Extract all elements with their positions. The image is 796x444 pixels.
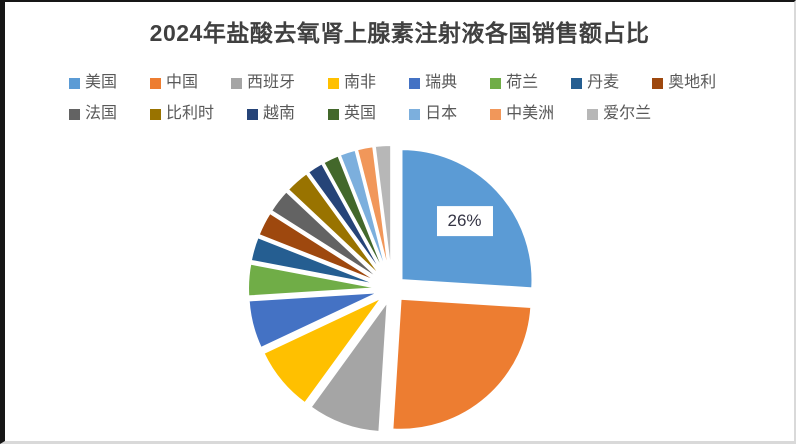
legend-item-austria[interactable]: 奥地利	[652, 73, 716, 93]
legend-item-usa[interactable]: 美国	[69, 73, 117, 93]
legend-label: 西班牙	[247, 74, 296, 91]
chart-title: 2024年盐酸去氧肾上腺素注射液各国销售额占比	[149, 20, 650, 46]
legend-row: 美国 中国 西班牙 南非 瑞典 荷兰 丹麦 奥地利	[69, 73, 759, 93]
pie-slice-ireland[interactable]	[373, 144, 393, 278]
pie-slice-france[interactable]	[270, 190, 383, 283]
legend-swatch-south-africa	[328, 77, 340, 89]
pie-slice-vietnam[interactable]	[307, 162, 387, 280]
legend-label: 荷兰	[506, 74, 539, 91]
legend-swatch-denmark	[571, 77, 583, 89]
legend-label: 日本	[425, 105, 458, 122]
legend-label: 中美洲	[506, 105, 555, 122]
legend-item-ireland[interactable]: 爱尔兰	[587, 104, 651, 124]
legend-swatch-spain	[231, 77, 243, 89]
pie-slice-belgium[interactable]	[286, 172, 385, 281]
pie-slice-central-america[interactable]	[355, 145, 391, 278]
legend-label: 中国	[166, 74, 199, 91]
legend-label: 英国	[344, 105, 377, 122]
legend-swatch-central-america	[490, 108, 502, 120]
legend-item-china[interactable]: 中国	[150, 73, 198, 93]
legend-item-uk[interactable]: 英国	[328, 104, 376, 124]
legend-label: 美国	[85, 74, 118, 91]
legend-swatch-sweden	[409, 77, 421, 89]
legend-swatch-ireland	[587, 108, 599, 120]
legend-label: 爱尔兰	[603, 105, 652, 122]
pie-slice-uk[interactable]	[322, 154, 388, 279]
pie-slice-china[interactable]	[391, 297, 533, 431]
legend-item-vietnam[interactable]: 越南	[247, 104, 295, 124]
legend-label: 比利时	[166, 105, 215, 122]
pie-slice-austria[interactable]	[257, 211, 382, 285]
legend-item-central-america[interactable]: 中美洲	[490, 104, 554, 124]
legend-item-spain[interactable]: 西班牙	[231, 73, 295, 93]
legend-item-belgium[interactable]: 比利时	[150, 104, 214, 124]
legend-item-denmark[interactable]: 丹麦	[571, 73, 619, 93]
legend-label: 丹麦	[587, 74, 620, 91]
legend-row: 法国 比利时 越南 英国 日本 中美洲 爱尔兰	[69, 104, 759, 124]
legend: 美国 中国 西班牙 南非 瑞典 荷兰 丹麦 奥地利法国 比利时 越南 英国 日本 中美洲 爱尔兰	[69, 73, 759, 135]
legend-label: 南非	[344, 74, 377, 91]
legend-label: 瑞典	[425, 74, 458, 91]
pie-slice-netherlands[interactable]	[247, 262, 381, 298]
data-label: 26%	[436, 206, 493, 236]
legend-item-japan[interactable]: 日本	[409, 104, 457, 124]
pie-chart	[247, 144, 534, 433]
legend-swatch-netherlands	[490, 77, 502, 89]
pie-slice-spain[interactable]	[309, 300, 389, 433]
legend-swatch-japan	[409, 108, 421, 120]
legend-item-sweden[interactable]: 瑞典	[409, 73, 457, 93]
legend-label: 奥地利	[668, 74, 717, 91]
legend-item-south-africa[interactable]: 南非	[328, 73, 376, 93]
legend-swatch-belgium	[150, 108, 162, 120]
legend-item-netherlands[interactable]: 荷兰	[490, 73, 538, 93]
legend-label: 越南	[263, 105, 296, 122]
legend-swatch-france	[69, 108, 80, 120]
pie-slice-south-africa[interactable]	[262, 296, 383, 405]
legend-swatch-usa	[69, 77, 80, 89]
legend-swatch-austria	[652, 77, 664, 89]
pie-slice-sweden[interactable]	[247, 291, 381, 350]
pie-slice-denmark[interactable]	[249, 236, 381, 287]
pie-slice-japan[interactable]	[338, 148, 389, 278]
legend-swatch-uk	[328, 108, 340, 120]
legend-label: 法国	[85, 105, 118, 122]
legend-swatch-china	[150, 77, 162, 89]
legend-swatch-vietnam	[247, 108, 259, 120]
legend-item-france[interactable]: 法国	[69, 104, 117, 124]
